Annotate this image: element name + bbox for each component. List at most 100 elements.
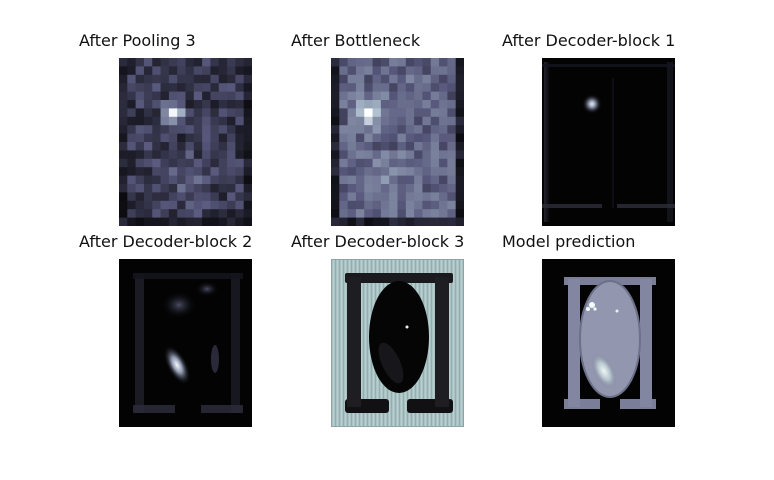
feature-pixel <box>380 91 390 101</box>
feature-pixel <box>422 167 432 177</box>
feature-pixel <box>380 209 390 219</box>
feature-pixel <box>397 175 407 185</box>
feature-pixel <box>447 74 457 84</box>
feature-pixel <box>243 150 252 160</box>
feature-pixel <box>405 142 415 151</box>
feature-pixel <box>135 184 145 193</box>
feature-pixel <box>355 133 365 143</box>
feature-pixel <box>127 167 137 177</box>
feature-pixel <box>422 58 432 67</box>
feature-pixel <box>152 133 162 143</box>
feature-pixel <box>210 217 220 226</box>
feature-pixel <box>243 58 252 67</box>
feature-pixel <box>127 150 137 160</box>
feature-pixel <box>177 142 186 151</box>
feature-pixel <box>227 209 236 219</box>
feature-pixel <box>243 83 252 93</box>
feature-pixel <box>235 108 245 118</box>
feature-pixel <box>160 100 170 109</box>
panel-title: After Bottleneck <box>291 31 421 50</box>
feature-pixel <box>372 116 382 126</box>
feature-pixel <box>127 175 137 185</box>
feature-pixel <box>355 217 365 226</box>
feature-pixel <box>202 108 211 118</box>
feature-pixel <box>414 58 423 67</box>
feature-pixel <box>380 100 390 109</box>
feature-pixel <box>152 83 162 93</box>
feature-pixel <box>422 66 432 76</box>
feature-pixel <box>235 184 245 193</box>
feature-pixel <box>430 91 440 101</box>
panel-title: After Decoder-block 2 <box>79 232 253 251</box>
feature-pixel <box>447 133 457 143</box>
feature-pixel <box>339 217 349 226</box>
feature-pixel <box>160 116 170 126</box>
feature-pixel <box>331 167 340 177</box>
feature-pixel <box>430 74 440 84</box>
feature-pixel <box>347 142 357 151</box>
feature-map-image <box>542 259 675 427</box>
feature-pixel <box>405 66 415 76</box>
feature-pixel <box>193 91 203 101</box>
panel-title: Model prediction <box>502 232 636 251</box>
feature-pixel <box>185 66 195 76</box>
feature-pixel <box>202 83 211 93</box>
feature-pixel <box>447 83 457 93</box>
feature-pixel <box>389 158 398 168</box>
feature-pixel <box>339 83 349 93</box>
feature-pixel <box>339 192 349 202</box>
feature-pixel <box>347 58 357 67</box>
feature-pixel <box>119 58 128 67</box>
feature-pixel <box>389 209 398 219</box>
feature-pixel <box>235 200 245 210</box>
feature-pixel <box>347 133 357 143</box>
feature-pixel <box>160 74 170 84</box>
feature-pixel <box>447 209 457 219</box>
feature-pixel <box>135 91 145 101</box>
feature-pixel <box>355 116 365 126</box>
feature-pixel <box>405 58 415 67</box>
feature-pixel <box>347 83 357 93</box>
feature-pixel <box>447 100 457 109</box>
feature-pixel <box>127 142 137 151</box>
feature-pixel <box>160 150 170 160</box>
feature-pixel <box>364 175 374 185</box>
feature-pixel <box>119 158 128 168</box>
feature-pixel <box>380 192 390 202</box>
feature-pixel <box>152 116 162 126</box>
feature-pixel <box>243 158 252 168</box>
feature-pixel <box>135 217 145 226</box>
feature-pixel <box>372 175 382 185</box>
feature-pixel <box>210 125 220 135</box>
feature-pixel <box>227 74 236 84</box>
feature-pixel <box>210 133 220 143</box>
feature-pixel <box>389 133 398 143</box>
feature-pixel <box>143 200 153 210</box>
feature-pixel <box>389 100 398 109</box>
feature-pixel <box>160 217 170 226</box>
feature-pixel <box>397 66 407 76</box>
feature-pixel <box>339 175 349 185</box>
feature-pixel <box>119 133 128 143</box>
feature-pixel <box>177 158 186 168</box>
feature-pixel <box>193 209 203 219</box>
feature-pixel <box>177 200 186 210</box>
feature-pixel <box>380 217 390 226</box>
feature-pixel <box>364 184 374 193</box>
feature-pixel <box>339 74 349 84</box>
feature-pixel <box>380 58 390 67</box>
feature-pixel <box>202 158 211 168</box>
feature-pixel <box>185 184 195 193</box>
panel-title: After Pooling 3 <box>79 31 196 50</box>
feature-pixel <box>389 142 398 151</box>
feature-pixel <box>177 217 186 226</box>
feature-pixel <box>185 209 195 219</box>
feature-pixel <box>143 108 153 118</box>
feature-pixel <box>397 116 407 126</box>
feature-pixel <box>331 83 340 93</box>
feature-pixel <box>143 58 153 67</box>
feature-pixel <box>177 125 186 135</box>
feature-pixel <box>447 142 457 151</box>
feature-pixel <box>347 100 357 109</box>
feature-pixel <box>430 167 440 177</box>
